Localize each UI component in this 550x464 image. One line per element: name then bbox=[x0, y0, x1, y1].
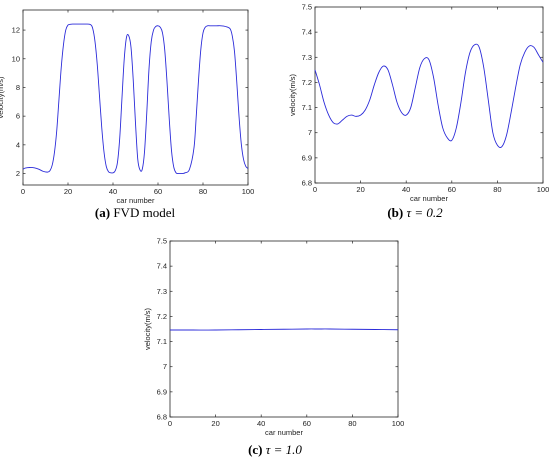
chart-b-ytick-label: 7 bbox=[308, 128, 312, 137]
caption-c-label: (c) bbox=[248, 442, 263, 457]
chart-a-ytick-label: 10 bbox=[12, 54, 20, 63]
chart-c-ytick-label: 7.1 bbox=[157, 337, 167, 346]
chart-b-xtick-label: 20 bbox=[356, 185, 364, 194]
chart-c-ytick-label: 6.9 bbox=[157, 387, 167, 396]
chart-b-xtick-label: 0 bbox=[313, 185, 317, 194]
chart-c-ytick-label: 7.4 bbox=[157, 262, 167, 271]
chart-b-xtick-label: 60 bbox=[448, 185, 456, 194]
chart-b: 0 20 40 60 80 100 6.8 6.9 7 7.1 7.2 7.3 7.4 7.5 car nu… bbox=[288, 3, 550, 204]
chart-c-xtick-label: 100 bbox=[392, 419, 405, 428]
chart-c-series-line bbox=[170, 328, 399, 331]
caption-c-text: τ = 1.0 bbox=[265, 442, 302, 457]
chart-b-ytick-label: 7.4 bbox=[302, 28, 312, 37]
chart-b-plot-area bbox=[314, 6, 544, 184]
caption-b-label: (b) bbox=[387, 205, 404, 220]
chart-b-ytick-label: 6.8 bbox=[302, 179, 312, 188]
chart-a-xtick-label: 20 bbox=[64, 187, 72, 196]
chart-c-ytick-label: 7.3 bbox=[157, 287, 167, 296]
chart-a-ytick-label: 8 bbox=[16, 83, 20, 92]
chart-b-xtick-label: 40 bbox=[402, 185, 410, 194]
chart-a-xtick-label: 80 bbox=[199, 187, 207, 196]
caption-a-label: (a) bbox=[94, 205, 111, 220]
chart-b-ytick-label: 7.2 bbox=[302, 78, 312, 87]
caption-c: (c) τ = 1.0 bbox=[135, 442, 415, 458]
chart-a-ytick-label: 4 bbox=[16, 140, 20, 149]
chart-b-xlabel: car number bbox=[410, 194, 448, 203]
chart-a-xtick-label: 100 bbox=[242, 187, 255, 196]
panel-a: 0 20 40 60 80 100 2 4 6 8 10 12 car number velocity(m… bbox=[0, 0, 270, 230]
caption-a: (a) FVD model bbox=[0, 205, 270, 221]
chart-b-ytick-label: 6.9 bbox=[302, 153, 312, 162]
chart-c-ytick-label: 7.2 bbox=[157, 312, 167, 321]
chart-c-xtick-label: 80 bbox=[348, 419, 356, 428]
chart-c-ylabel: velocity(m/s) bbox=[143, 307, 152, 350]
chart-b-xtick-label: 80 bbox=[493, 185, 501, 194]
chart-c-ytick-label: 6.8 bbox=[157, 413, 167, 422]
chart-c-ytick-label: 7.5 bbox=[157, 237, 167, 246]
chart-a-xlabel: car number bbox=[117, 196, 155, 205]
caption-b-text: τ = 0.2 bbox=[406, 205, 443, 220]
chart-a-xtick-label: 0 bbox=[21, 187, 25, 196]
chart-a-ytick-label: 12 bbox=[12, 26, 20, 35]
caption-b: (b) τ = 0.2 bbox=[280, 205, 550, 221]
chart-b-ytick-label: 7.1 bbox=[302, 103, 312, 112]
chart-a-plot-area bbox=[22, 9, 249, 186]
chart-a-series-line bbox=[22, 23, 249, 175]
chart-c-xtick-label: 60 bbox=[303, 419, 311, 428]
chart-b-xtick-label: 100 bbox=[537, 185, 550, 194]
chart-c-xtick-label: 40 bbox=[257, 419, 265, 428]
chart-c-ytick-label: 7 bbox=[163, 362, 167, 371]
chart-b-series-line bbox=[314, 43, 544, 148]
chart-b-ylabel: velocity(m/s) bbox=[288, 73, 297, 116]
chart-c-xlabel: car number bbox=[265, 428, 303, 437]
chart-a: 0 20 40 60 80 100 2 4 6 8 10 12 car number velocity(m… bbox=[0, 9, 255, 205]
panel-c: 0 20 40 60 80 100 6.8 6.9 7 7.1 7.2 7.3 7.4 7.5 car nu… bbox=[135, 232, 415, 464]
chart-a-ytick-label: 6 bbox=[16, 112, 20, 121]
chart-c-xtick-label: 20 bbox=[211, 419, 219, 428]
chart-c-xtick-label: 0 bbox=[168, 419, 172, 428]
chart-a-ylabel: velocity(m/s) bbox=[0, 76, 5, 119]
caption-a-text: FVD model bbox=[113, 205, 176, 220]
chart-a-ytick-label: 2 bbox=[16, 169, 20, 178]
panel-b: 0 20 40 60 80 100 6.8 6.9 7 7.1 7.2 7.3 7.4 7.5 car nu… bbox=[280, 0, 550, 230]
chart-b-ytick-label: 7.5 bbox=[302, 3, 312, 12]
chart-a-xtick-label: 40 bbox=[109, 187, 117, 196]
chart-b-ytick-label: 7.3 bbox=[302, 53, 312, 62]
chart-c: 0 20 40 60 80 100 6.8 6.9 7 7.1 7.2 7.3 7.4 7.5 car nu… bbox=[143, 237, 405, 438]
chart-a-xtick-label: 60 bbox=[154, 187, 162, 196]
